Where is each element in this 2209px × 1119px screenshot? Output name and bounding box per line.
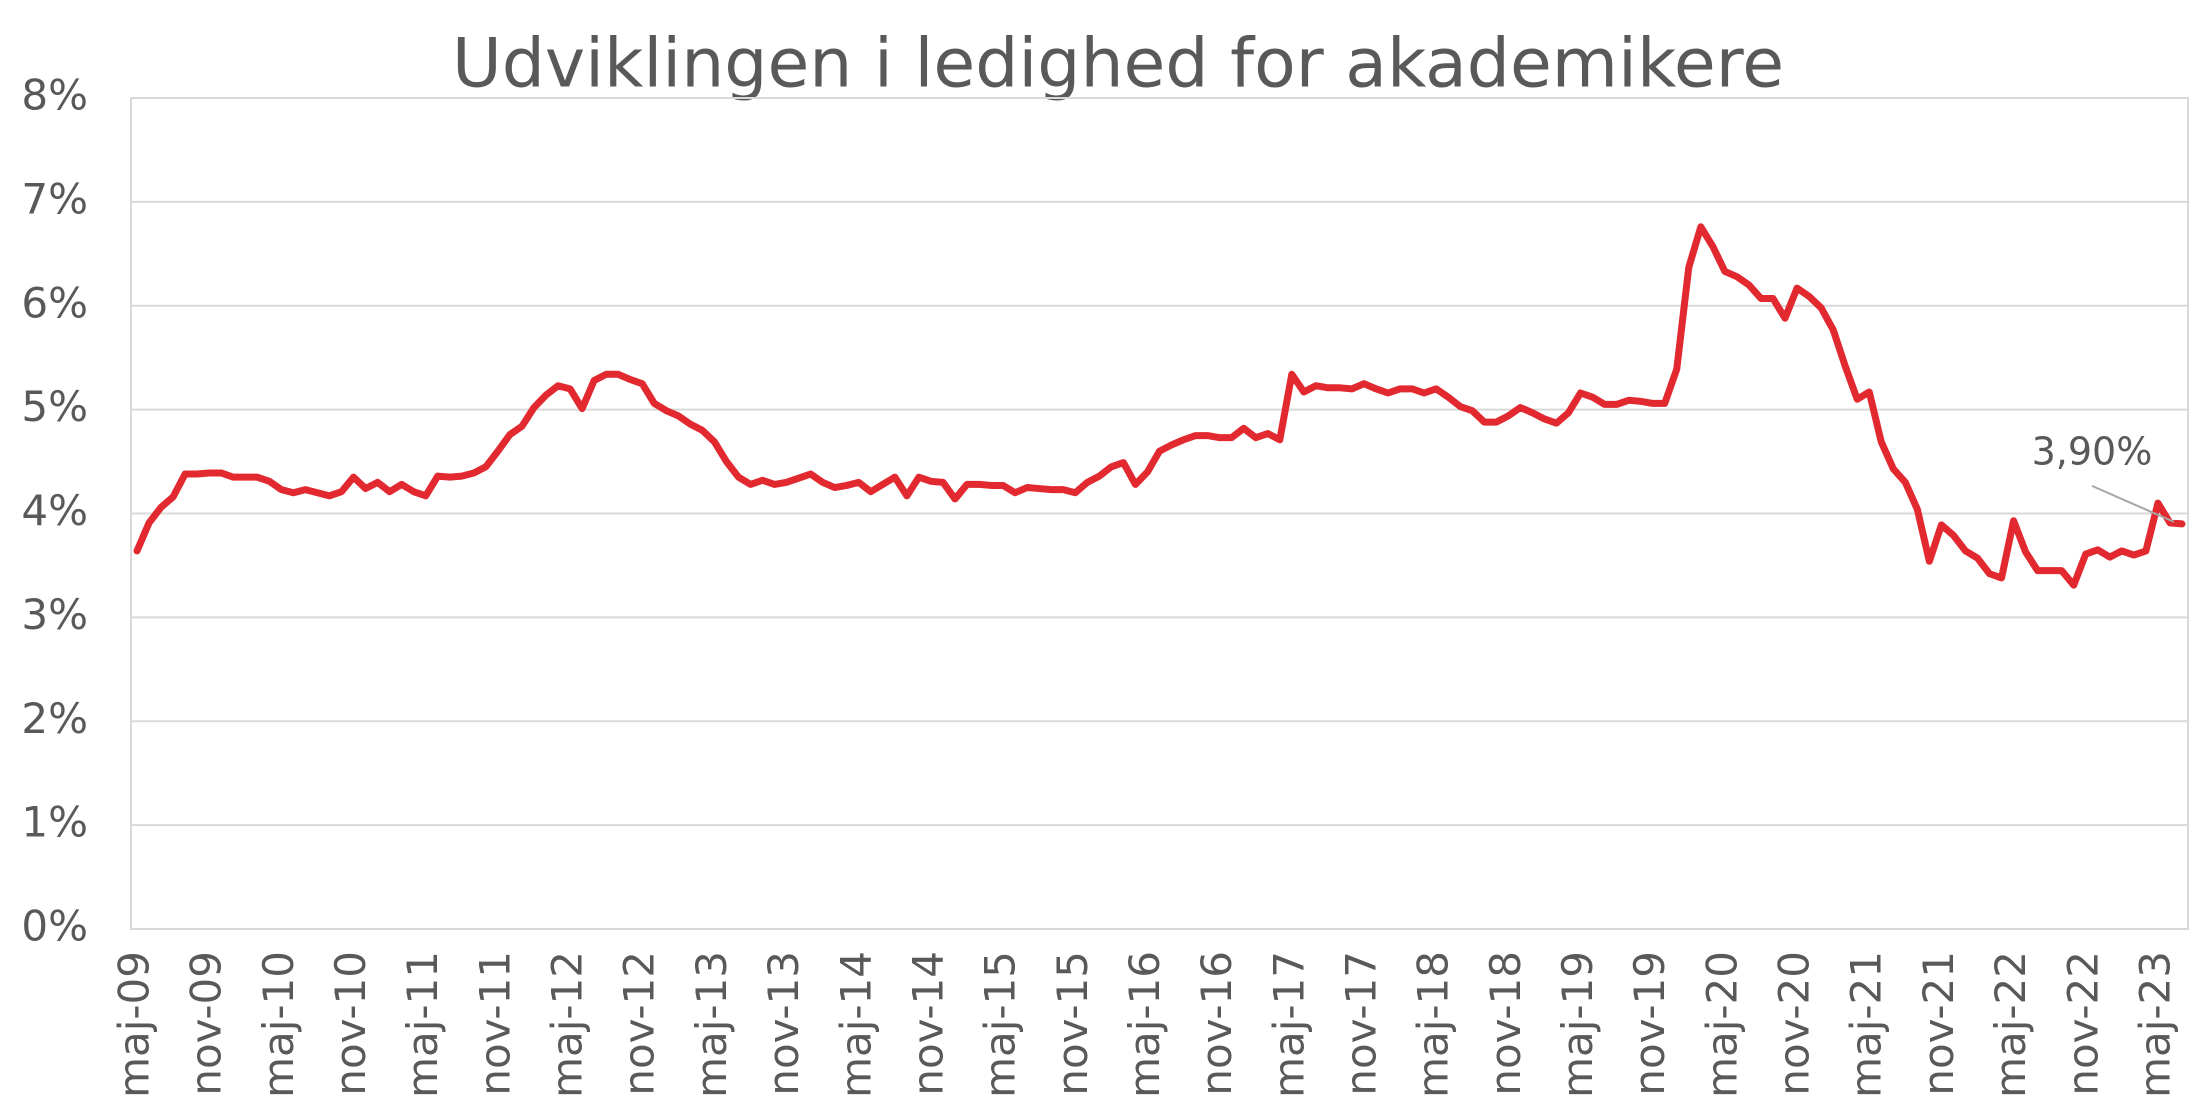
x-tick-label: nov-21 [1914, 951, 1963, 1096]
y-tick-label: 1% [21, 798, 88, 847]
x-tick-label: nov-18 [1481, 951, 1530, 1096]
plot-border [130, 97, 2189, 930]
x-tick-label: nov-12 [615, 951, 664, 1096]
x-tick-label: maj-10 [254, 951, 303, 1098]
x-tick-label: nov-11 [470, 951, 519, 1096]
y-tick-label: 4% [21, 486, 88, 535]
x-tick-label: maj-17 [1264, 951, 1313, 1098]
x-tick-label: nov-10 [326, 951, 375, 1096]
x-tick-label: maj-14 [831, 951, 880, 1098]
y-tick-label: 8% [21, 71, 88, 120]
x-tick-label: maj-20 [1697, 951, 1746, 1098]
x-tick-label: maj-22 [1986, 951, 2035, 1098]
y-tick-label: 6% [21, 278, 88, 327]
x-tick-label: nov-16 [1192, 951, 1241, 1096]
label-leader [2091, 484, 2175, 523]
x-tick-label: nov-14 [903, 951, 952, 1096]
chart-title: Udviklingen i ledighed for akademikere [452, 25, 1784, 104]
x-tick-label: nov-22 [2058, 951, 2107, 1096]
x-tick-label: maj-21 [1842, 951, 1891, 1098]
y-tick-label: 7% [21, 174, 88, 223]
x-tick-label: nov-15 [1048, 951, 1097, 1096]
y-tick-label: 2% [21, 694, 88, 743]
x-tick-label: maj-15 [976, 951, 1025, 1098]
y-tick-label: 3% [21, 590, 88, 639]
x-tick-label: maj-11 [398, 951, 447, 1098]
data-label: 3,90% [2032, 429, 2153, 473]
y-tick-label: 5% [21, 382, 88, 431]
x-tick-label: maj-09 [110, 951, 159, 1098]
x-tick-label: nov-20 [1770, 951, 1819, 1096]
x-tick-label: maj-18 [1409, 951, 1458, 1098]
x-tick-label: maj-13 [687, 951, 736, 1098]
x-tick-label: maj-23 [2130, 951, 2179, 1098]
x-tick-label: nov-09 [182, 951, 231, 1096]
x-tick-label: nov-17 [1336, 951, 1385, 1096]
x-tick-label: maj-16 [1120, 951, 1169, 1098]
x-tick-label: maj-12 [543, 951, 592, 1098]
y-tick-label: 0% [21, 902, 88, 951]
data-line [133, 223, 2186, 589]
x-tick-label: nov-13 [759, 951, 808, 1096]
x-tick-label: nov-19 [1625, 951, 1674, 1096]
x-tick-label: maj-19 [1553, 951, 1602, 1098]
